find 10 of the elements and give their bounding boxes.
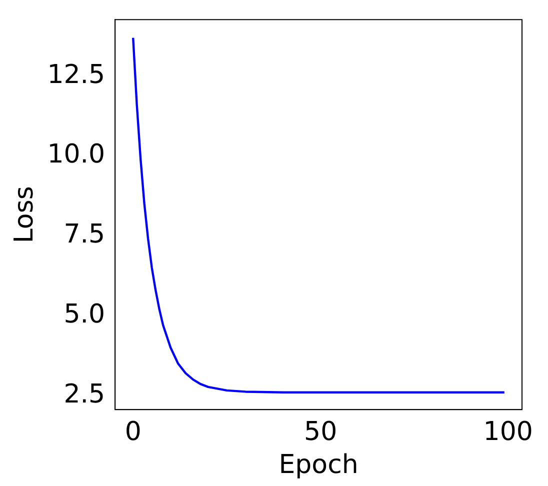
x-axis-title: Epoch bbox=[278, 450, 358, 480]
y-tick-label: 7.5 bbox=[64, 220, 106, 250]
y-tick-label: 10.0 bbox=[47, 140, 106, 170]
x-tick-label: 0 bbox=[124, 416, 142, 447]
x-tick-label: 50 bbox=[304, 416, 338, 447]
y-tick-label: 12.5 bbox=[47, 60, 106, 90]
x-tick-label: 100 bbox=[483, 416, 533, 447]
y-tick-label: 5.0 bbox=[64, 299, 106, 330]
y-axis-title: Loss bbox=[9, 186, 40, 244]
y-tick-label: 2.5 bbox=[64, 379, 106, 410]
